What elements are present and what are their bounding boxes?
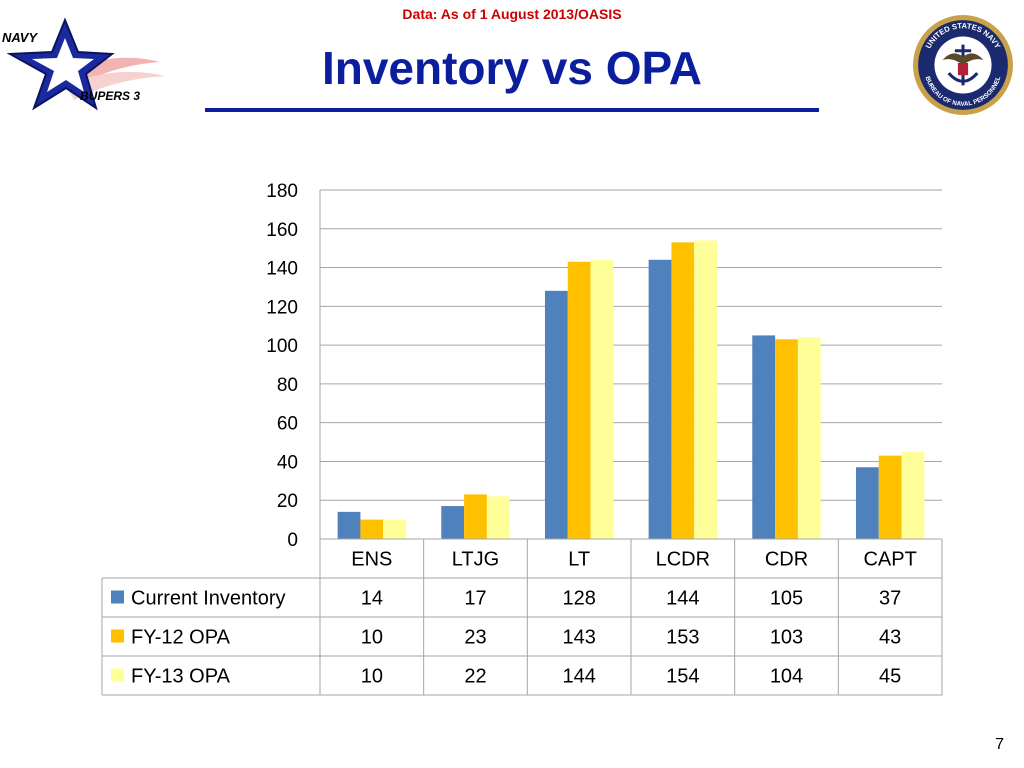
bar bbox=[671, 242, 695, 539]
data-value: 45 bbox=[879, 666, 901, 688]
page-number: 7 bbox=[995, 736, 1004, 753]
logo-bupers-text: BUPERS 3 bbox=[80, 89, 140, 103]
bar bbox=[590, 259, 614, 539]
y-tick-label: 100 bbox=[266, 336, 298, 357]
data-value: 37 bbox=[879, 588, 901, 610]
category-label: LT bbox=[568, 549, 590, 571]
y-tick-label: 120 bbox=[266, 297, 298, 318]
y-tick-label: 60 bbox=[277, 414, 298, 435]
data-value: 17 bbox=[464, 588, 486, 610]
page-title: Inventory vs OPA bbox=[321, 42, 703, 94]
y-tick-label: 160 bbox=[266, 220, 298, 241]
bar bbox=[901, 451, 925, 539]
swoosh-icon bbox=[66, 71, 165, 100]
bar bbox=[694, 240, 718, 539]
data-value: 104 bbox=[770, 666, 803, 688]
data-value: 14 bbox=[361, 588, 383, 610]
bar bbox=[464, 494, 487, 539]
bar bbox=[441, 506, 465, 539]
legend-swatch bbox=[111, 590, 124, 604]
category-label: ENS bbox=[351, 549, 392, 571]
eagle-icon bbox=[942, 53, 984, 65]
bar bbox=[878, 455, 902, 539]
legend-label: FY-13 OPA bbox=[131, 666, 231, 688]
data-value: 23 bbox=[464, 627, 486, 649]
data-value: 103 bbox=[770, 627, 803, 649]
data-value: 43 bbox=[879, 627, 901, 649]
category-label: LCDR bbox=[656, 549, 710, 571]
y-tick-label: 80 bbox=[277, 375, 298, 396]
bar bbox=[486, 496, 510, 539]
category-label: CAPT bbox=[863, 549, 916, 571]
data-value: 128 bbox=[562, 588, 595, 610]
category-label: LTJG bbox=[452, 549, 499, 571]
naval-personnel-seal: UNITED STATES NAVY BUREAU OF NAVAL PERSO… bbox=[913, 15, 1013, 115]
bar bbox=[544, 290, 568, 539]
inventory-bar-chart: 0 20 40 60 80 100 120 140 160 180 ENS LTJG LT LCDR CDR… bbox=[101, 181, 943, 696]
y-tick-label: 140 bbox=[266, 259, 298, 280]
logo-navy-text: NAVY bbox=[2, 30, 38, 45]
data-value: 105 bbox=[770, 588, 803, 610]
data-value: 144 bbox=[666, 588, 699, 610]
star-inner-icon bbox=[32, 38, 94, 92]
bar bbox=[567, 261, 591, 539]
shield-icon bbox=[957, 62, 969, 76]
bar bbox=[797, 337, 821, 539]
bar bbox=[360, 519, 384, 539]
legend-label: FY-12 OPA bbox=[131, 627, 231, 649]
navy-bupers-logo: NAVY BUPERS 3 bbox=[2, 17, 165, 111]
bar bbox=[855, 467, 879, 539]
bar bbox=[337, 511, 361, 539]
data-value: 143 bbox=[562, 627, 595, 649]
y-tick-label: 0 bbox=[287, 530, 298, 551]
y-tick-label: 20 bbox=[277, 491, 298, 512]
data-value: 10 bbox=[361, 666, 383, 688]
data-value: 144 bbox=[562, 666, 595, 688]
title-underline bbox=[205, 108, 819, 112]
legend-swatch bbox=[111, 668, 124, 682]
category-label: CDR bbox=[765, 549, 808, 571]
legend-swatch bbox=[111, 629, 124, 643]
y-tick-label: 40 bbox=[277, 452, 298, 473]
bar bbox=[383, 519, 407, 539]
legend-label: Current Inventory bbox=[131, 588, 286, 610]
bar bbox=[775, 339, 798, 539]
bar bbox=[752, 335, 776, 539]
y-tick-label: 180 bbox=[266, 181, 298, 202]
data-source-note: Data: As of 1 August 2013/OASIS bbox=[402, 6, 622, 22]
data-value: 22 bbox=[464, 666, 486, 688]
data-value: 153 bbox=[666, 627, 699, 649]
bar bbox=[648, 259, 672, 539]
data-value: 10 bbox=[361, 627, 383, 649]
data-value: 154 bbox=[666, 666, 699, 688]
